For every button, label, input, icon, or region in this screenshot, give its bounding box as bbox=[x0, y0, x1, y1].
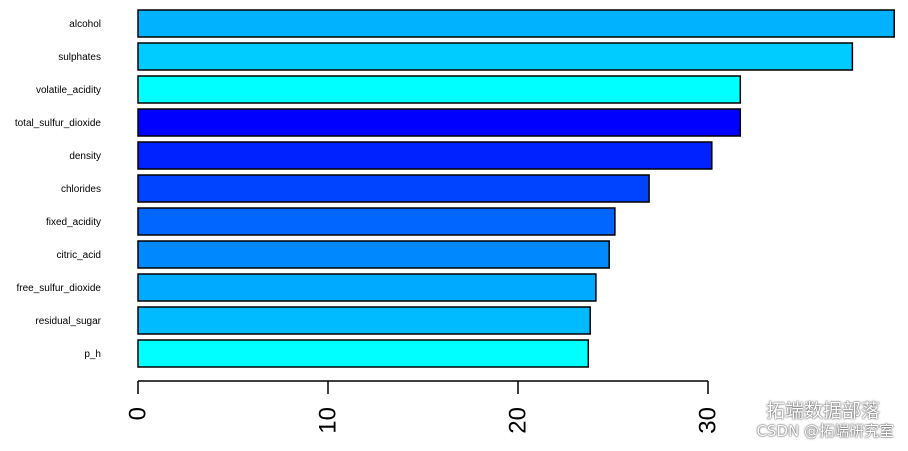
category-label: fixed_acidity bbox=[46, 217, 101, 228]
bar-alcohol bbox=[137, 9, 895, 38]
x-tick-label: 10 bbox=[315, 407, 342, 434]
bar-free-sulfur-dioxide bbox=[137, 273, 597, 302]
x-tick-label: 30 bbox=[695, 407, 722, 434]
x-tick-label: 0 bbox=[125, 407, 152, 420]
bars-group bbox=[137, 9, 895, 368]
bar-volatile-acidity bbox=[137, 75, 742, 104]
category-label: free_sulfur_dioxide bbox=[17, 283, 102, 294]
watermark-line2: CSDN @拓端研究室 bbox=[756, 422, 894, 440]
category-label: p_h bbox=[84, 349, 101, 360]
category-label: residual_sugar bbox=[35, 316, 101, 327]
watermark-line1: 拓端数据部落 bbox=[765, 400, 880, 422]
bar-citric-acid bbox=[137, 240, 610, 269]
category-label: alcohol bbox=[69, 19, 101, 30]
x-axis: 0 10 20 30 bbox=[125, 380, 722, 434]
category-label: sulphates bbox=[58, 52, 101, 63]
category-label: volatile_acidity bbox=[36, 85, 101, 96]
bar-sulphates bbox=[137, 42, 854, 71]
category-label: density bbox=[69, 151, 101, 162]
bar-chlorides bbox=[137, 174, 650, 203]
category-label: citric_acid bbox=[57, 250, 101, 261]
x-tick-label: 20 bbox=[505, 407, 532, 434]
category-labels-group: alcohol sulphates volatile_acidity total_su… bbox=[15, 19, 102, 360]
bar-fixed-acidity bbox=[137, 207, 616, 236]
category-label: total_sulfur_dioxide bbox=[15, 118, 102, 129]
bar-p-h bbox=[137, 339, 590, 368]
bar-residual-sugar bbox=[137, 306, 591, 335]
bar-density bbox=[137, 141, 713, 170]
category-label: chlorides bbox=[61, 184, 101, 195]
bar-total-sulfur-dioxide bbox=[137, 108, 742, 137]
